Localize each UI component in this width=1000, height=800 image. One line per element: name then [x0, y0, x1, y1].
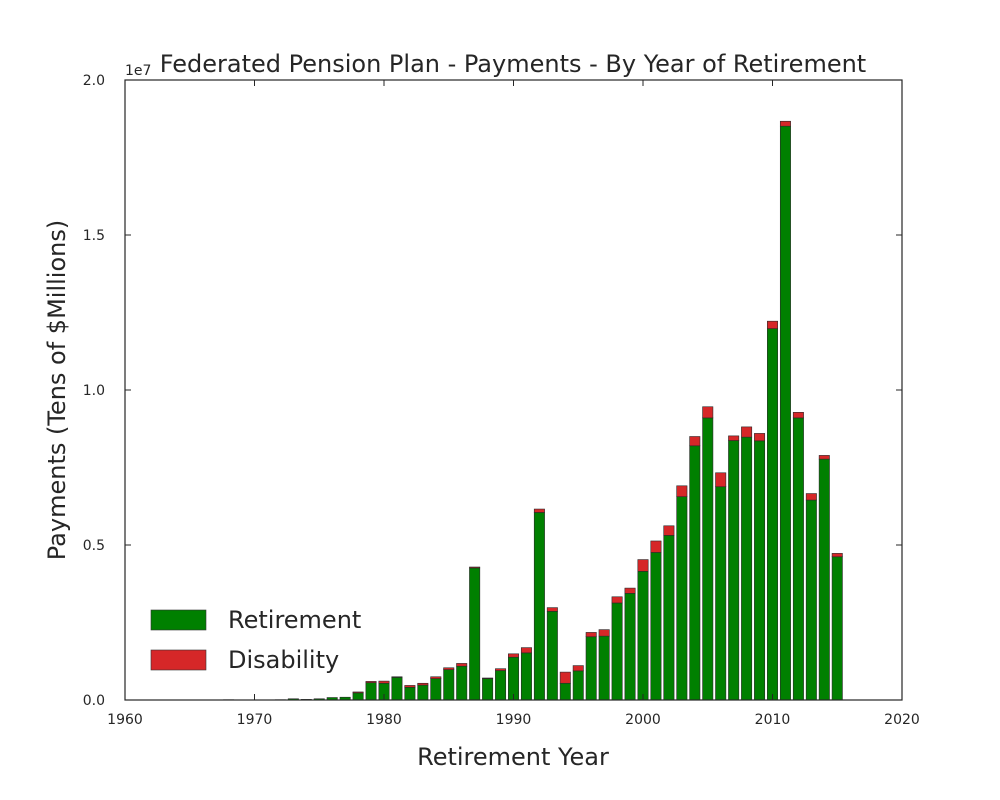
- chart-title: Federated Pension Plan - Payments - By Y…: [160, 50, 866, 78]
- bar-disability-2013: [805, 493, 817, 501]
- x-tick-label: 1990: [496, 712, 532, 728]
- bar-retirement-1984: [430, 678, 442, 701]
- legend-swatch-disability: [150, 649, 207, 671]
- bar-disability-1986: [456, 663, 468, 667]
- bars-group: [223, 120, 843, 701]
- bar-retirement-2006: [715, 486, 727, 701]
- bar-retirement-2002: [663, 535, 675, 701]
- bar-retirement-2001: [650, 552, 662, 701]
- bar-disability-1998: [611, 596, 623, 604]
- axes-group: 1960 1970 1980 1990 2000 2010 2020 0.0 0.5 1.0 1.5…: [83, 73, 920, 728]
- bar-retirement-1983: [417, 684, 429, 701]
- bar-disability-2015: [831, 553, 843, 558]
- bar-disability-1995: [572, 665, 584, 672]
- bar-disability-2010: [767, 320, 778, 329]
- bar-retirement-1986: [456, 665, 468, 701]
- bar-retirement-2007: [728, 440, 740, 701]
- bar-retirement-1987: [469, 567, 481, 701]
- bar-disability-1981: [391, 676, 403, 678]
- bar-disability-2000: [637, 559, 649, 572]
- y-tick-label: 0.5: [83, 538, 105, 554]
- bar-disability-2008: [741, 426, 753, 438]
- x-tick-label: 2000: [625, 712, 661, 728]
- bar-retirement-2005: [702, 417, 714, 701]
- bar-disability-2005: [702, 406, 714, 419]
- bar-disability-1997: [598, 629, 610, 637]
- bar-disability-1984: [430, 676, 442, 679]
- bar-disability-1987: [469, 566, 481, 569]
- bar-disability-2007: [728, 435, 740, 441]
- bar-disability-1989: [495, 668, 507, 671]
- bar-disability-1994: [559, 671, 571, 684]
- bar-retirement-1989: [495, 670, 507, 701]
- bar-retirement-2010: [767, 328, 778, 701]
- bar-retirement-1979: [365, 682, 377, 701]
- bar-retirement-2008: [741, 436, 753, 701]
- bar-retirement-2014: [818, 458, 830, 701]
- bar-retirement-2003: [676, 496, 688, 701]
- bar-disability-1996: [585, 632, 597, 638]
- bar-retirement-1978: [352, 692, 364, 701]
- bar-disability-1980: [378, 680, 390, 684]
- bar-retirement-1982: [404, 686, 416, 701]
- bar-disability-1988: [482, 677, 494, 679]
- bar-retirement-1995: [572, 670, 584, 701]
- bar-disability-1979: [365, 681, 377, 683]
- bar-disability-2004: [689, 436, 701, 447]
- legend-label-retirement: Retirement: [228, 606, 361, 634]
- legend: Retirement Disability: [150, 606, 361, 674]
- y-offset-label: 1e7: [125, 63, 151, 79]
- bar-retirement-1997: [598, 635, 610, 701]
- bar-retirement-1990: [508, 656, 519, 701]
- y-tick-label: 1.0: [83, 383, 105, 399]
- bar-retirement-1981: [391, 677, 403, 701]
- bar-disability-2009: [754, 433, 766, 442]
- y-axis-label: Payments (Tens of $Millions): [43, 220, 71, 560]
- bar-disability-2001: [650, 540, 662, 553]
- bar-disability-1983: [417, 682, 429, 686]
- bar-disability-2012: [792, 412, 804, 419]
- y-tick-label: 2.0: [83, 73, 105, 89]
- legend-label-disability: Disability: [228, 646, 339, 674]
- x-tick-label: 1960: [107, 712, 143, 728]
- bar-retirement-2009: [754, 440, 766, 701]
- bar-retirement-1992: [533, 512, 545, 701]
- legend-swatch-retirement: [150, 609, 207, 631]
- bar-disability-1993: [546, 607, 558, 612]
- bar-disability-2003: [676, 485, 688, 497]
- bar-retirement-2004: [689, 445, 701, 701]
- y-tick-label: 0.0: [83, 693, 105, 709]
- bar-retirement-1988: [482, 678, 494, 701]
- bar-retirement-1991: [520, 652, 532, 701]
- bar-disability-2002: [663, 525, 675, 536]
- bar-disability-2011: [779, 120, 791, 127]
- bar-retirement-1994: [559, 682, 571, 701]
- bar-disability-2014: [818, 455, 830, 460]
- x-tick-label: 2020: [884, 712, 920, 728]
- bar-disability-1991: [520, 647, 532, 654]
- bar-retirement-1996: [585, 636, 597, 701]
- bar-disability-1978: [352, 691, 364, 694]
- bar-disability-2006: [715, 472, 727, 488]
- bar-retirement-2012: [792, 417, 804, 701]
- x-axis-label: Retirement Year: [417, 743, 609, 771]
- bar-disability-1990: [508, 653, 519, 658]
- bar-retirement-2011: [779, 125, 791, 701]
- bar-disability-1999: [624, 587, 636, 594]
- bar-disability-1982: [404, 685, 416, 688]
- x-tick-label: 2010: [755, 712, 791, 728]
- bar-disability-1985: [443, 667, 455, 670]
- bar-retirement-1998: [611, 602, 623, 701]
- x-tick-label: 1970: [237, 712, 273, 728]
- bar-retirement-2000: [637, 571, 649, 701]
- bar-retirement-2015: [831, 556, 843, 701]
- bar-disability-1992: [533, 508, 545, 513]
- bar-retirement-1985: [443, 669, 455, 701]
- bar-retirement-1999: [624, 593, 636, 701]
- bar-retirement-1993: [546, 611, 558, 701]
- y-tick-label: 1.5: [83, 228, 105, 244]
- bar-retirement-2013: [805, 499, 817, 701]
- x-tick-label: 1980: [366, 712, 402, 728]
